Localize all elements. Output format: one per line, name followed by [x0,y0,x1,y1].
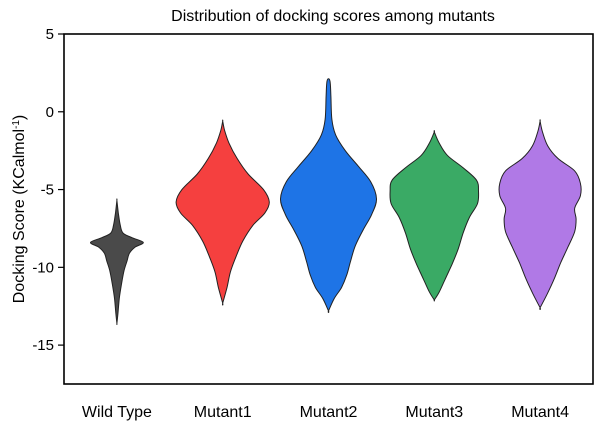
x-category-label-mutant1: Mutant1 [194,404,252,421]
violin-wild-type [90,198,144,325]
x-category-label-mutant4: Mutant4 [511,404,569,421]
y-tick-label: -15 [32,337,54,354]
chart-title: Distribution of docking scores among mut… [171,8,495,25]
y-tick-label: -5 [41,182,54,199]
x-category-label-wild-type: Wild Type [82,404,152,421]
violins-layer [90,78,582,325]
y-tick-label: 0 [46,104,54,121]
violin-mutant4 [498,119,582,311]
violin-mutant3 [389,130,480,302]
y-tick-label: -10 [32,259,54,276]
violin-mutant2 [279,78,378,313]
x-axis-labels: Wild Type Mutant1 Mutant2 Mutant3 Mutant4 [82,404,569,421]
y-tick-label: 5 [46,26,54,43]
violin-mutant1 [175,119,270,306]
plot-frame [63,33,594,385]
y-axis-ticks: 5 0 -5 -10 -15 [32,26,64,354]
y-axis-label: Docking Score (KCalmol-1) [11,115,29,304]
x-category-label-mutant3: Mutant3 [405,404,463,421]
x-category-label-mutant2: Mutant2 [300,404,358,421]
